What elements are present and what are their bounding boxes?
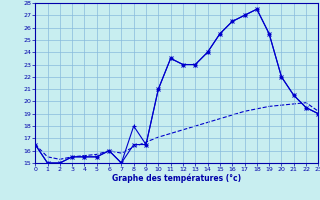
X-axis label: Graphe des températures (°c): Graphe des températures (°c) <box>112 174 241 183</box>
